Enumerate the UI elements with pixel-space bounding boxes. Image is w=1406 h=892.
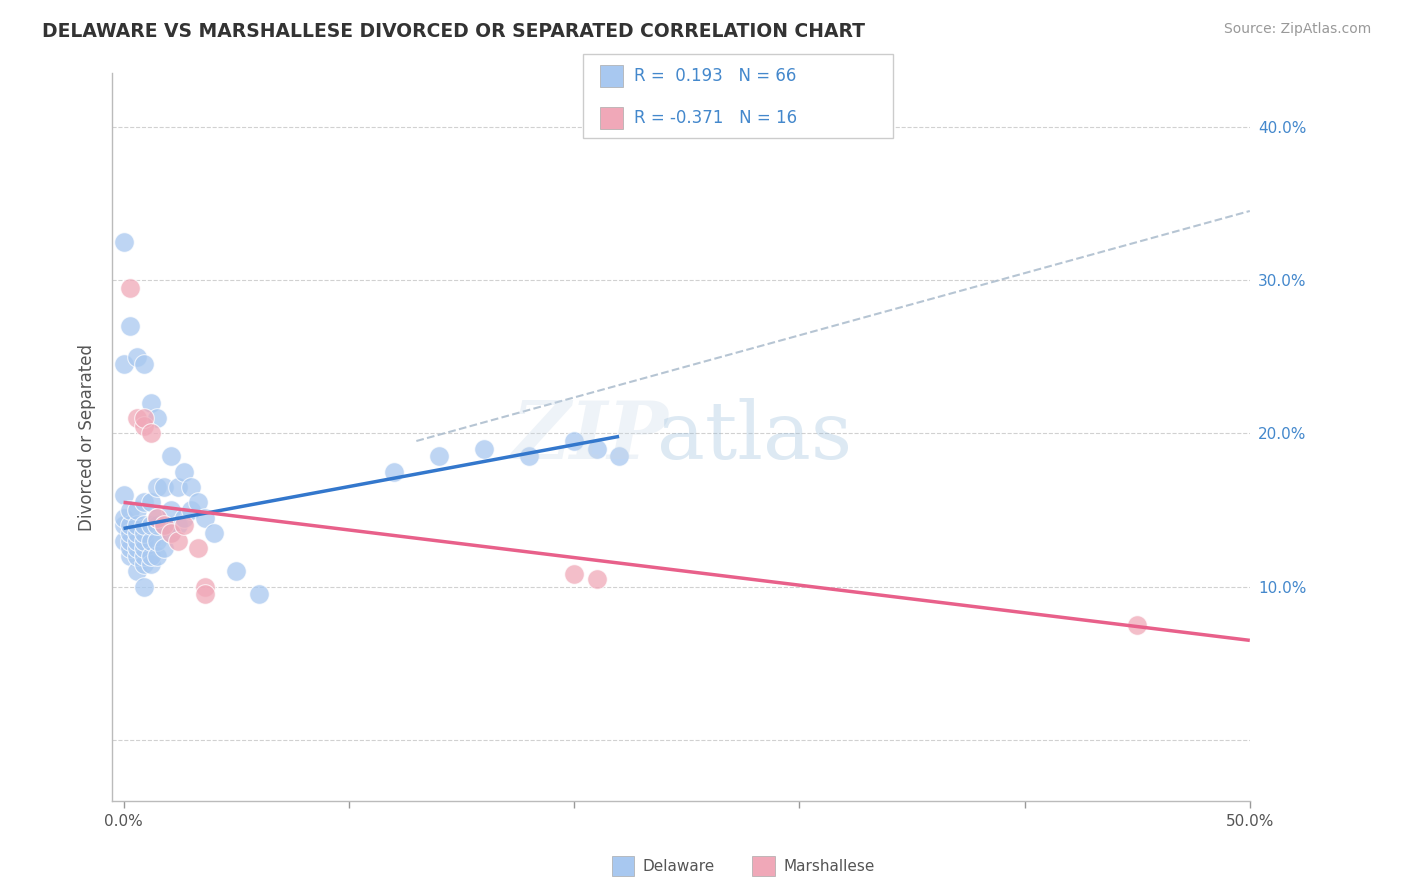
Point bbox=[112, 488, 135, 502]
Point bbox=[132, 557, 155, 571]
Point bbox=[120, 280, 142, 294]
Point bbox=[125, 411, 148, 425]
Point bbox=[125, 503, 148, 517]
Point bbox=[194, 587, 217, 601]
Point bbox=[153, 518, 176, 533]
Point bbox=[120, 518, 142, 533]
Point bbox=[187, 541, 209, 556]
Point bbox=[382, 465, 405, 479]
Point bbox=[132, 495, 155, 509]
Point bbox=[146, 510, 169, 524]
Point bbox=[159, 526, 181, 541]
Point bbox=[153, 518, 176, 533]
Point bbox=[166, 518, 188, 533]
Point bbox=[1126, 618, 1149, 632]
Point bbox=[132, 533, 155, 548]
Point bbox=[125, 518, 148, 533]
Point bbox=[173, 518, 195, 533]
Point bbox=[132, 549, 155, 563]
Point bbox=[132, 411, 155, 425]
Point bbox=[607, 450, 630, 464]
Point bbox=[139, 549, 162, 563]
Point bbox=[159, 450, 181, 464]
Point bbox=[225, 565, 247, 579]
Point bbox=[159, 526, 181, 541]
Point bbox=[132, 541, 155, 556]
Point bbox=[120, 533, 142, 548]
Text: 50.0%: 50.0% bbox=[1226, 814, 1274, 829]
Text: Source: ZipAtlas.com: Source: ZipAtlas.com bbox=[1223, 22, 1371, 37]
Point bbox=[120, 541, 142, 556]
Point bbox=[180, 503, 202, 517]
Point bbox=[187, 495, 209, 509]
Point bbox=[194, 510, 217, 524]
Point bbox=[120, 549, 142, 563]
Point bbox=[146, 533, 169, 548]
Point bbox=[180, 480, 202, 494]
Point bbox=[166, 480, 188, 494]
Point bbox=[153, 541, 176, 556]
Point bbox=[120, 503, 142, 517]
Point bbox=[247, 587, 270, 601]
Point bbox=[146, 549, 169, 563]
Point bbox=[139, 518, 162, 533]
Point bbox=[132, 357, 155, 371]
Point bbox=[159, 503, 181, 517]
Point bbox=[166, 533, 188, 548]
Point bbox=[562, 567, 585, 582]
Point bbox=[120, 318, 142, 333]
Point bbox=[194, 580, 217, 594]
Point bbox=[585, 572, 607, 586]
Point bbox=[112, 518, 135, 533]
Text: DELAWARE VS MARSHALLESE DIVORCED OR SEPARATED CORRELATION CHART: DELAWARE VS MARSHALLESE DIVORCED OR SEPA… bbox=[42, 22, 865, 41]
Point bbox=[125, 533, 148, 548]
Point bbox=[585, 442, 607, 456]
Text: atlas: atlas bbox=[658, 398, 852, 476]
Point bbox=[125, 565, 148, 579]
Point bbox=[146, 510, 169, 524]
Point bbox=[139, 395, 162, 409]
Text: Marshallese: Marshallese bbox=[783, 859, 875, 873]
Point bbox=[112, 235, 135, 249]
Point bbox=[132, 580, 155, 594]
Point bbox=[517, 450, 540, 464]
Y-axis label: Divorced or Separated: Divorced or Separated bbox=[79, 343, 96, 531]
Text: Delaware: Delaware bbox=[643, 859, 714, 873]
Point bbox=[112, 357, 135, 371]
Point bbox=[146, 480, 169, 494]
Point bbox=[125, 541, 148, 556]
Point bbox=[173, 510, 195, 524]
Point bbox=[125, 526, 148, 541]
Text: ZIP: ZIP bbox=[512, 399, 668, 476]
Text: R =  0.193   N = 66: R = 0.193 N = 66 bbox=[634, 67, 796, 86]
Point bbox=[472, 442, 495, 456]
Point bbox=[112, 533, 135, 548]
Point bbox=[153, 480, 176, 494]
Point bbox=[146, 411, 169, 425]
Point bbox=[139, 426, 162, 441]
Point bbox=[427, 450, 450, 464]
Point bbox=[120, 526, 142, 541]
Point bbox=[139, 495, 162, 509]
Point bbox=[139, 533, 162, 548]
Point bbox=[112, 510, 135, 524]
Point bbox=[132, 526, 155, 541]
Point bbox=[132, 518, 155, 533]
Point bbox=[139, 557, 162, 571]
Point bbox=[562, 434, 585, 448]
Point bbox=[125, 549, 148, 563]
Point bbox=[146, 518, 169, 533]
Point bbox=[132, 418, 155, 433]
Point bbox=[173, 465, 195, 479]
Text: R = -0.371   N = 16: R = -0.371 N = 16 bbox=[634, 109, 797, 128]
Point bbox=[125, 350, 148, 364]
Text: 0.0%: 0.0% bbox=[104, 814, 143, 829]
Point bbox=[202, 526, 225, 541]
